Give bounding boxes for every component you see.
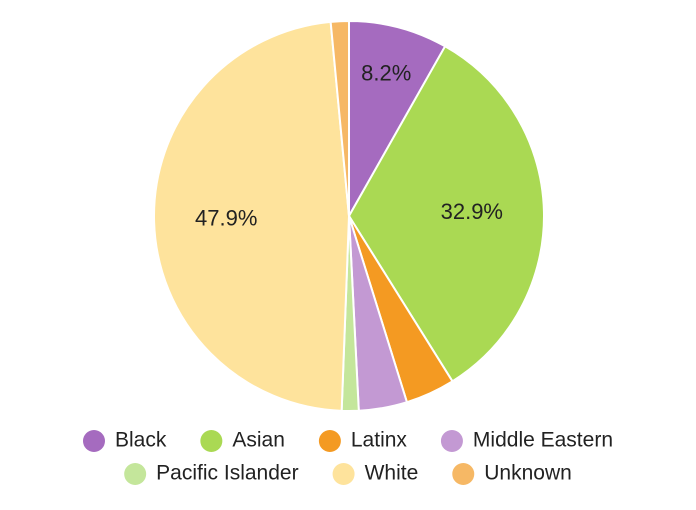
legend-swatch (82, 430, 105, 452)
legend-item: White (332, 462, 419, 485)
pie-slice (153, 20, 351, 412)
legend-swatch (318, 430, 341, 452)
slice-label: 8.2% (361, 60, 411, 85)
legend-label: White (365, 462, 419, 485)
legend-label: Black (115, 429, 167, 452)
pie-slice (329, 19, 350, 217)
legend-swatch (452, 463, 475, 485)
legend-item: Pacific Islander (124, 462, 299, 485)
legend-label: Latinx (351, 429, 408, 452)
legend-label: Asian (232, 429, 285, 452)
legend-swatch (124, 463, 147, 485)
legend-item: Latinx (318, 429, 408, 452)
legend-item: Middle Eastern (440, 429, 613, 452)
legend-item: Black (82, 429, 167, 452)
legend-swatch (200, 430, 223, 452)
legend-label: Unknown (484, 462, 572, 485)
legend-swatch (440, 430, 463, 452)
legend-item: Asian (200, 429, 285, 452)
legend-label: Middle Eastern (473, 429, 613, 452)
legend-swatch (332, 463, 355, 485)
legend-label: Pacific Islander (156, 462, 298, 485)
slice-label: 47.9% (195, 205, 257, 230)
pie-slice (348, 19, 447, 220)
slice-label: 32.9% (441, 199, 503, 224)
legend-item: Unknown (452, 462, 572, 485)
pie-slice (347, 44, 545, 383)
